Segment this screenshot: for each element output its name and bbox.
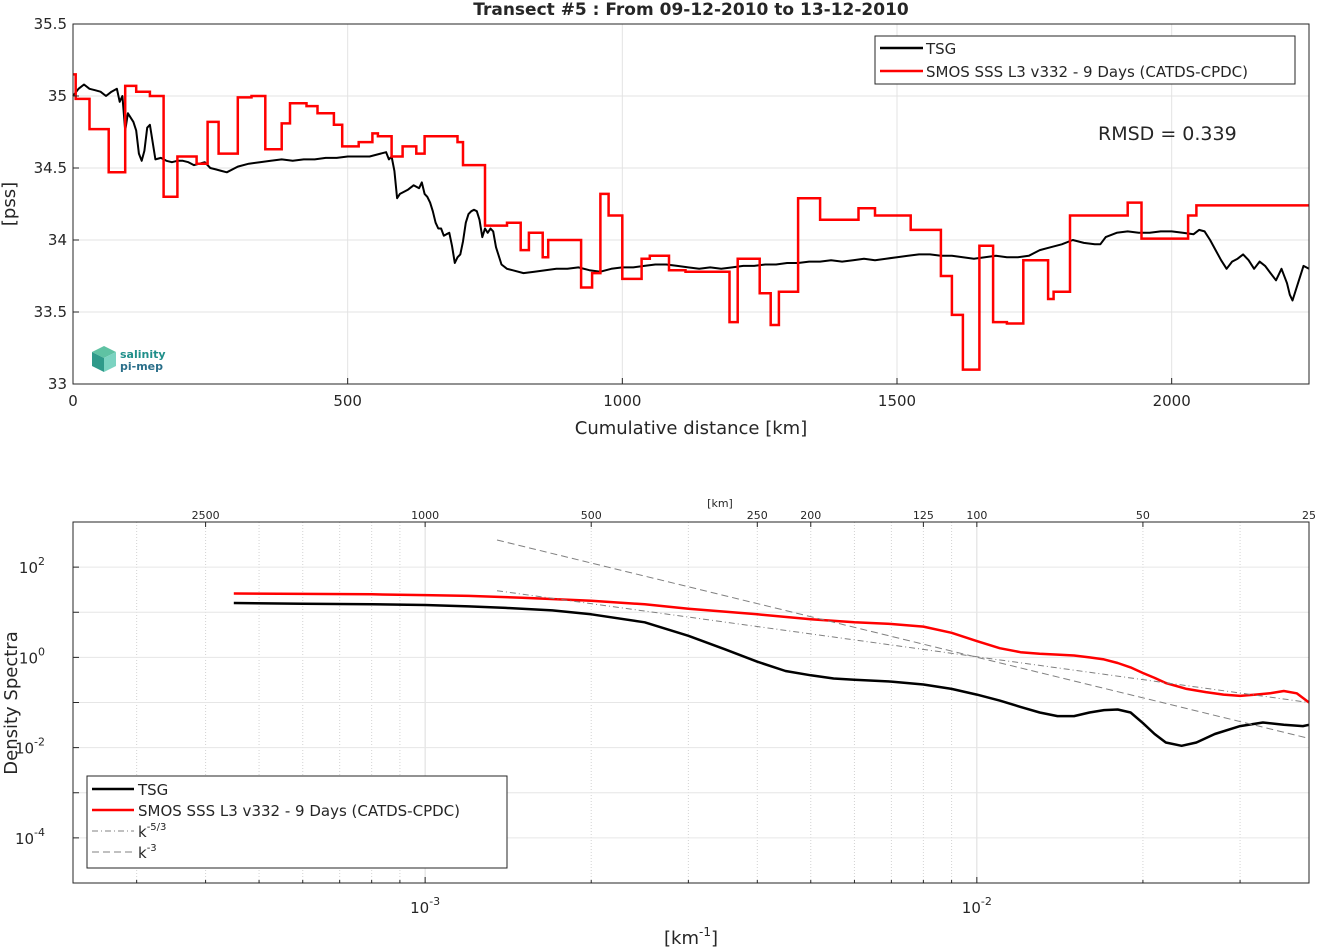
logo-text-pimep: pi-mep [120,360,163,373]
tick-base: 10 [410,899,429,917]
legend-label-tsg-spectrum: TSG [137,781,168,799]
tick-base: 10 [15,830,34,848]
top-ticks: 0 500 1000 1500 2000 33 33.5 34 34.5 35 35.5 [34,15,1191,410]
bottom-x-axis-label: [km-1] [664,925,718,948]
top-plot-frame [72,23,1310,385]
legend-label-k3: k-3 [138,843,157,862]
top-y-axis-label: [pss] [0,182,20,226]
legend-label-tsg: TSG [925,40,956,58]
top-x-tick-label: 1500 [878,392,916,410]
bottom-top-tick-label: 50 [1136,509,1150,522]
bottom-x-tick-label: 10-3 [410,895,440,917]
top-legend: TSG SMOS SSS L3 v332 - 9 Days (CATDS-CPD… [874,35,1296,85]
legend-k3-base: k [138,844,147,862]
top-y-tick-label: 33.5 [34,303,67,321]
bottom-y-tick-label: 10-2 [15,736,45,758]
top-x-tick-label: 1000 [603,392,641,410]
bottom-x-tick-label: 10-2 [962,895,992,917]
tick-exponent: 0 [38,645,45,658]
bottom-top-tick-label: 1000 [411,509,439,522]
legend-label-k53: k-5/3 [138,822,166,841]
bottom-top-tick-label: 200 [800,509,821,522]
top-x-tick-label: 500 [333,392,362,410]
legend-label-smos: SMOS SSS L3 v332 - 9 Days (CATDS-CPDC) [926,63,1248,81]
legend-k53-sup: -5/3 [147,822,167,833]
tick-base: 10 [962,899,981,917]
bottom-top-tick-label: 25 [1302,509,1316,522]
bottom-series-group [233,539,1310,748]
legend-k53-base: k [138,823,147,841]
top-series-group [72,73,1310,371]
bottom-top-axis-label: [km] [707,497,733,510]
series-line-smos [73,73,1309,371]
series-line-smos-spectrum [233,592,1310,704]
bottom-y-tick-label: 100 [19,645,45,667]
top-x-tick-label: 0 [68,392,78,410]
bottom-top-tick-label: 250 [747,509,768,522]
salinity-pimep-logo: salinity pi-mep [92,346,166,373]
rmsd-annotation: RMSD = 0.339 [1098,123,1237,145]
logo-cube-icon [92,346,116,372]
bottom-top-tick-label: 500 [581,509,602,522]
tick-exponent: 2 [38,555,45,568]
tick-exponent: -2 [34,736,45,749]
top-y-tick-label: 34 [48,231,67,249]
series-line-k3 [496,539,1310,739]
bottom-top-tick-label: 100 [966,509,987,522]
tick-exponent: -3 [429,895,440,908]
top-y-tick-label: 33 [48,375,67,393]
bottom-y-tick-label: 102 [19,555,45,577]
top-y-tick-label: 34.5 [34,159,67,177]
logo-text-salinity: salinity [120,348,166,361]
legend-k3-sup: -3 [147,843,157,854]
tick-base: 10 [19,649,38,667]
top-y-tick-label: 35.5 [34,15,67,33]
top-x-axis-label: Cumulative distance [km] [575,418,807,439]
tick-base: 10 [15,740,34,758]
bottom-x-label-main: [km [664,928,699,948]
tick-exponent: -2 [981,895,992,908]
bottom-x-label-sup: -1 [699,925,711,939]
bottom-top-tick-label: 2500 [192,509,220,522]
bottom-y-axis-label: Density Spectra [1,631,22,774]
bottom-x-label-tail: ] [711,928,718,948]
salinity-transect-chart: 0 500 1000 1500 2000 33 33.5 34 34.5 35 35.5 Trans… [0,0,1310,439]
top-y-tick-label: 35 [48,87,67,105]
bottom-y-tick-label: 10-4 [15,826,45,848]
top-chart-title: Transect #5 : From 09-12-2010 to 13-12-2… [473,0,909,20]
tick-base: 10 [19,559,38,577]
tick-exponent: -4 [34,826,45,839]
bottom-top-tick-label: 125 [913,509,934,522]
bottom-legend: TSG SMOS SSS L3 v332 - 9 Days (CATDS-CPD… [86,775,508,869]
top-x-tick-label: 2000 [1153,392,1191,410]
series-line-tsg-spectrum [233,601,1310,748]
top-legend-box [874,35,1296,85]
bottom-legend-box [86,775,508,869]
legend-label-smos-spectrum: SMOS SSS L3 v332 - 9 Days (CATDS-CPDC) [138,802,460,820]
